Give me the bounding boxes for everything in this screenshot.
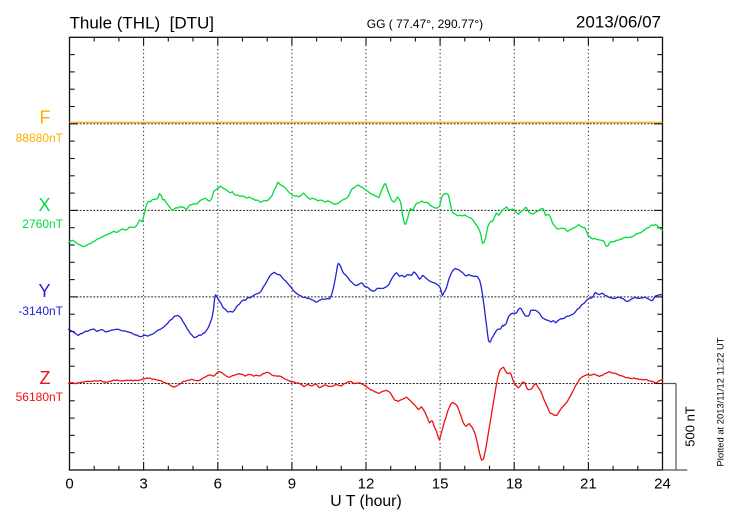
svg-text:21: 21 xyxy=(580,475,597,492)
svg-text:-3140nT: -3140nT xyxy=(18,304,63,318)
svg-text:18: 18 xyxy=(506,475,523,492)
svg-text:500 nT: 500 nT xyxy=(683,406,698,447)
svg-text:15: 15 xyxy=(432,475,449,492)
svg-text:0: 0 xyxy=(65,475,73,492)
svg-text:Plotted at 2013/11/12 11:22 UT: Plotted at 2013/11/12 11:22 UT xyxy=(715,337,726,466)
svg-text:Z: Z xyxy=(40,368,51,388)
svg-text:U T (hour): U T (hour) xyxy=(330,493,401,510)
svg-text:GG ( 77.47°, 290.77°): GG ( 77.47°, 290.77°) xyxy=(367,17,483,31)
svg-text:F: F xyxy=(40,108,51,128)
svg-text:2013/06/07: 2013/06/07 xyxy=(576,13,661,32)
svg-text:Thule (THL) [DTU]: Thule (THL) [DTU] xyxy=(70,13,215,32)
svg-text:X: X xyxy=(38,195,50,215)
svg-text:Y: Y xyxy=(38,281,50,301)
svg-text:12: 12 xyxy=(358,475,375,492)
svg-text:88880nT: 88880nT xyxy=(16,131,64,145)
svg-text:24: 24 xyxy=(654,475,671,492)
svg-text:9: 9 xyxy=(288,475,296,492)
svg-text:2760nT: 2760nT xyxy=(22,217,63,231)
svg-text:56180nT: 56180nT xyxy=(16,390,64,404)
svg-text:6: 6 xyxy=(214,475,222,492)
svg-text:3: 3 xyxy=(139,475,147,492)
